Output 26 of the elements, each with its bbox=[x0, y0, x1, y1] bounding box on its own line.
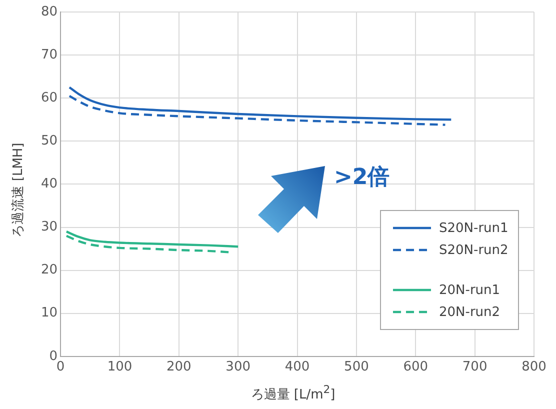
y-axis-title: ろ過流速 [LMH] bbox=[10, 142, 27, 238]
x-axis-title: ろ過量 [L/m$^{2}$] bbox=[250, 383, 336, 404]
y-tick-label: 50 bbox=[40, 134, 58, 149]
x-tick-label: 400 bbox=[284, 360, 310, 375]
y-tick-label: 30 bbox=[40, 220, 58, 235]
legend-label: 20N-run2 bbox=[439, 304, 500, 320]
x-tick-label: 600 bbox=[403, 360, 428, 375]
legend-label: 20N-run1 bbox=[439, 282, 500, 298]
x-tick-label: 100 bbox=[107, 360, 132, 375]
x-tick-label: 500 bbox=[344, 360, 369, 375]
legend-label: S20N-run1 bbox=[439, 220, 508, 236]
x-tick-label: 200 bbox=[166, 360, 192, 375]
line-series bbox=[68, 94, 446, 126]
y-tick-label: 80 bbox=[40, 4, 58, 20]
legend-label: S20N-run2 bbox=[439, 242, 508, 258]
y-tick-label: 20 bbox=[40, 262, 58, 278]
y-tick-label: 10 bbox=[40, 306, 58, 321]
y-tick-label: 40 bbox=[40, 176, 58, 192]
y-tick-label: 70 bbox=[40, 47, 58, 62]
y-tick-label: 0 bbox=[49, 348, 58, 364]
y-tick-label: 60 bbox=[40, 90, 58, 106]
x-tick-label: 300 bbox=[226, 360, 251, 375]
x-tick-label: 800 bbox=[522, 360, 546, 375]
line-series bbox=[68, 86, 452, 121]
x-tick-label: 700 bbox=[462, 360, 488, 375]
annotation: >2倍 bbox=[334, 164, 390, 192]
